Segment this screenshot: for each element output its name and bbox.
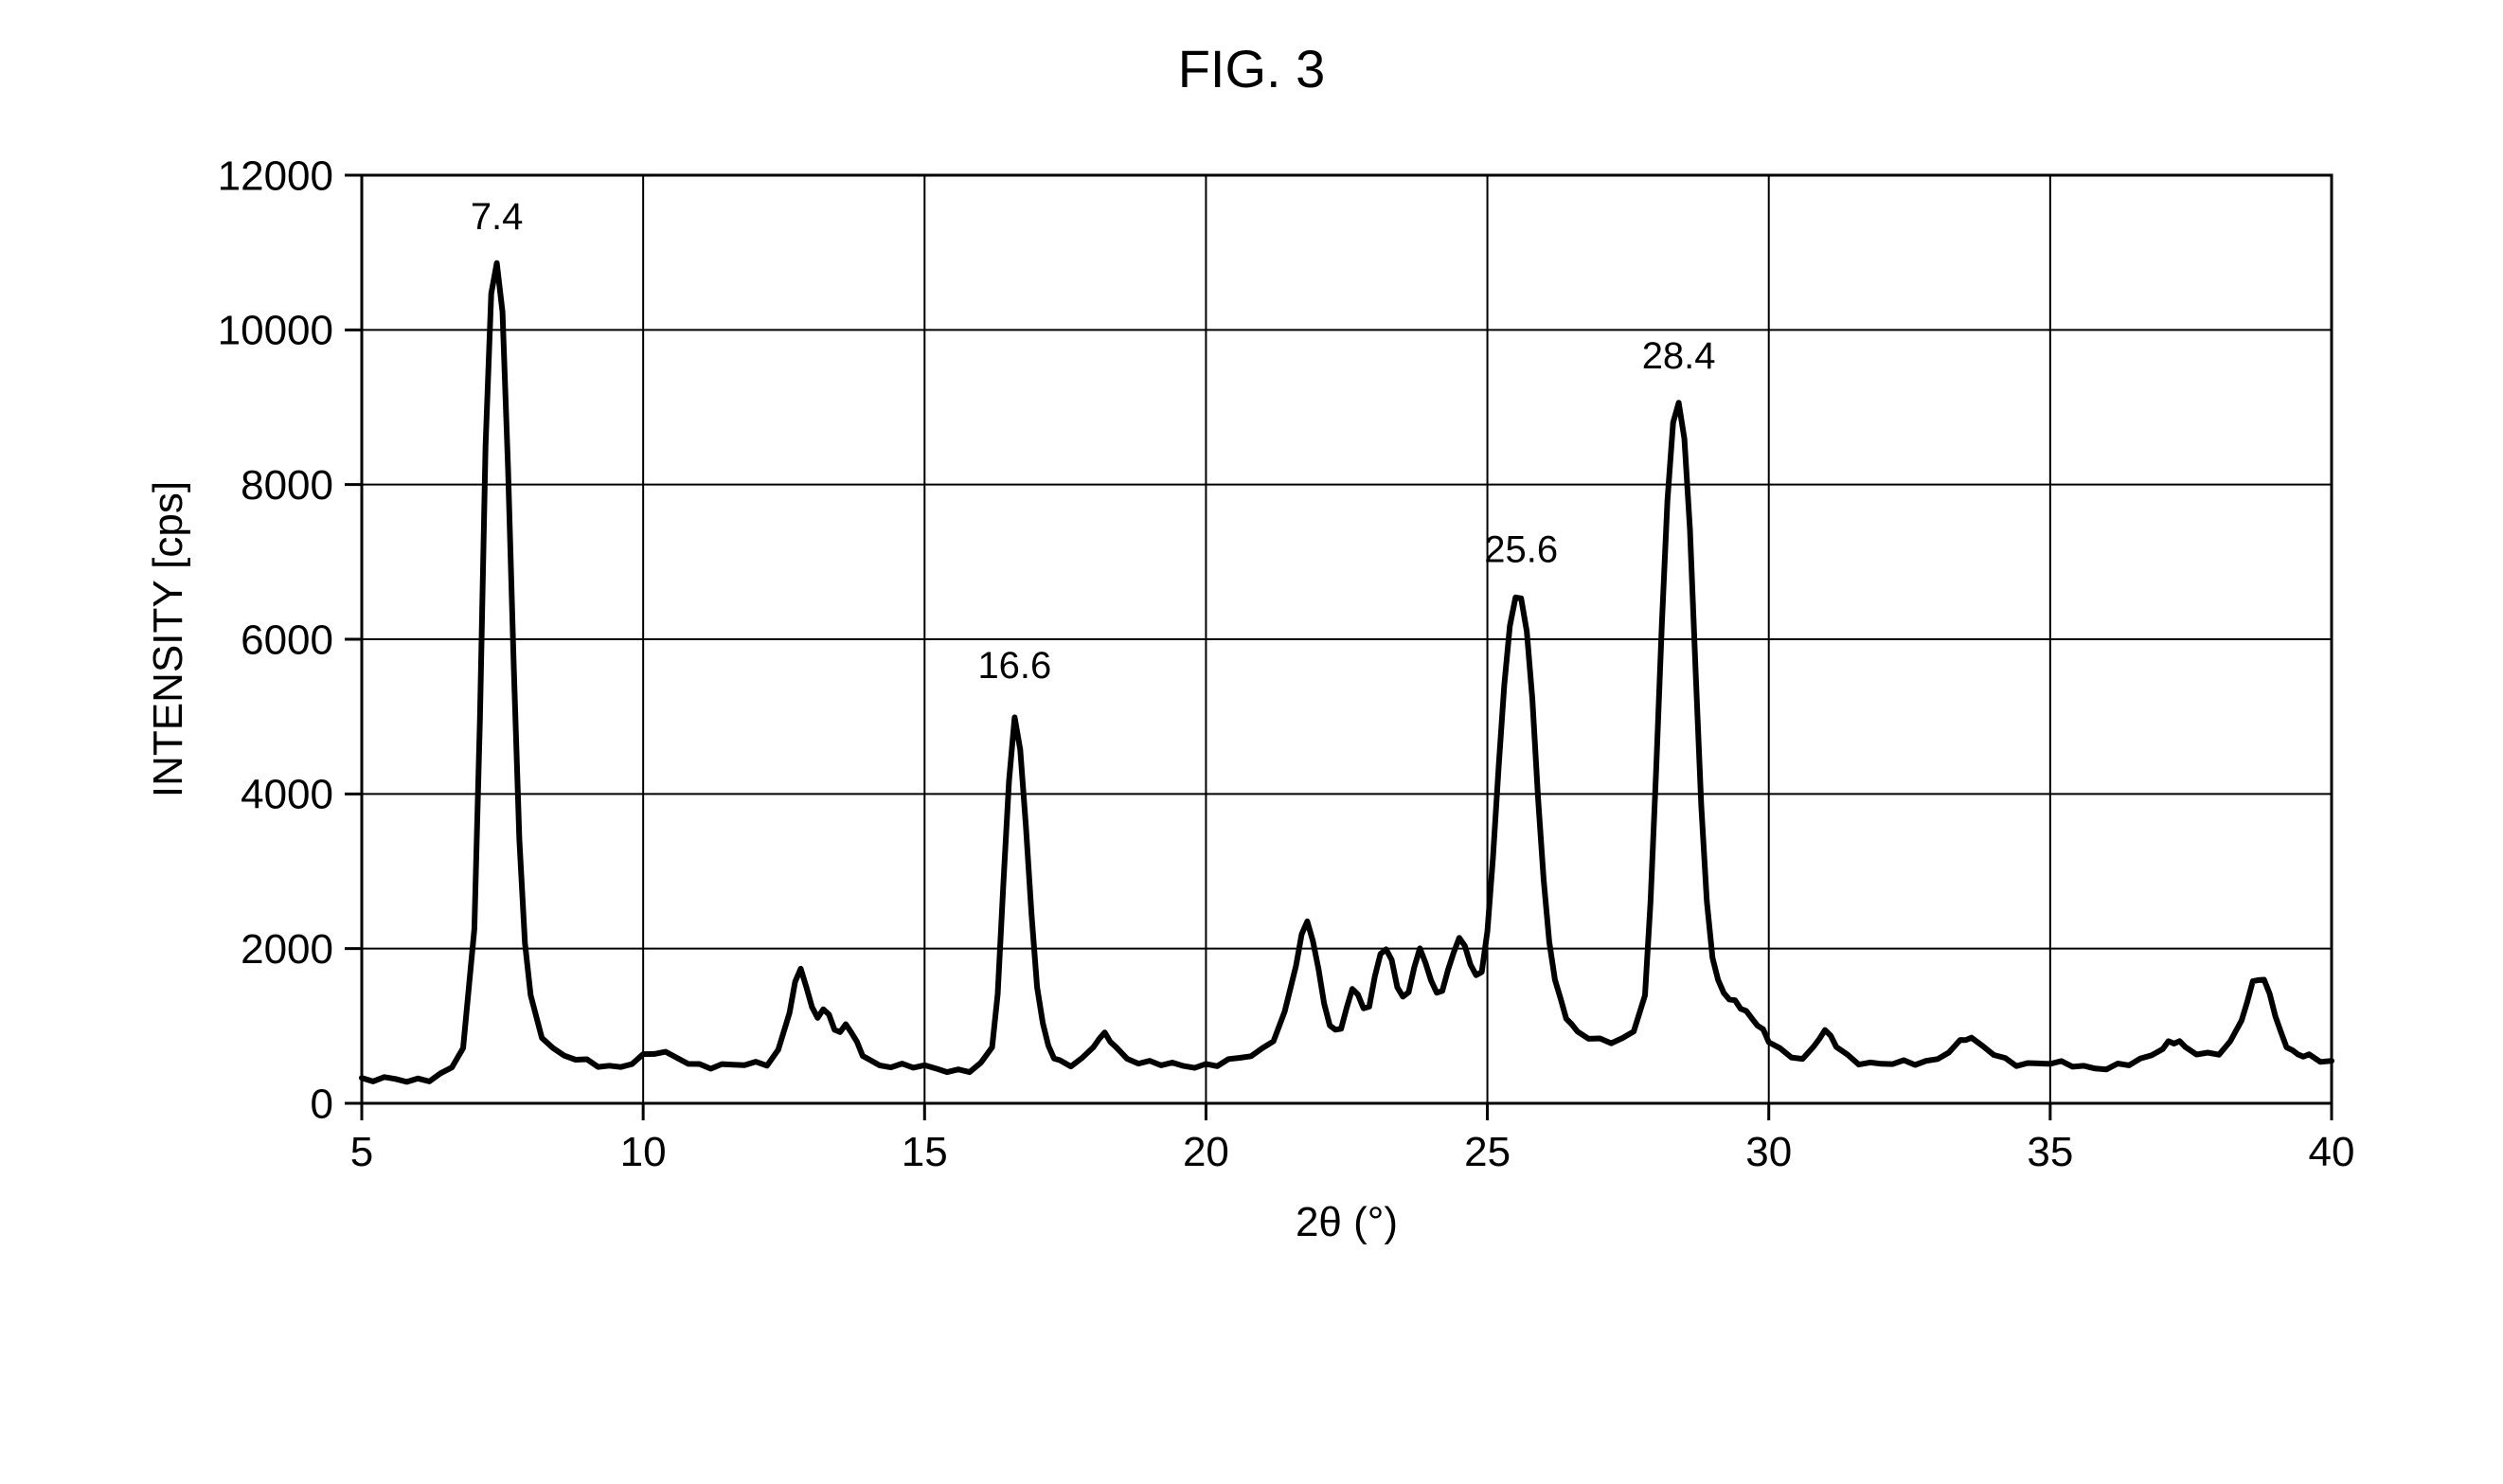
- svg-text:10: 10: [619, 1129, 666, 1175]
- xrd-chart: 5 10 15 20 25 30 35 40 0 2000 4000 6000 8000 10000 120…: [116, 137, 2388, 1274]
- svg-text:25.6: 25.6: [1484, 528, 1558, 570]
- svg-text:20: 20: [1182, 1129, 1228, 1175]
- svg-text:25: 25: [1464, 1129, 1511, 1175]
- svg-text:5: 5: [349, 1129, 372, 1175]
- svg-text:7.4: 7.4: [470, 196, 523, 238]
- svg-text:16.6: 16.6: [977, 645, 1051, 687]
- svg-text:15: 15: [901, 1129, 947, 1175]
- svg-text:INTENSITY [cps]: INTENSITY [cps]: [145, 481, 191, 797]
- svg-text:0: 0: [310, 1081, 332, 1127]
- svg-text:8000: 8000: [241, 462, 333, 509]
- svg-text:28.4: 28.4: [1641, 335, 1715, 377]
- figure-title: FIG. 3: [57, 38, 2446, 99]
- svg-text:2000: 2000: [241, 926, 333, 973]
- chart-svg: 5 10 15 20 25 30 35 40 0 2000 4000 6000 8000 10000 120…: [116, 137, 2388, 1274]
- svg-text:2θ (°): 2θ (°): [1295, 1199, 1397, 1245]
- svg-text:4000: 4000: [241, 772, 333, 818]
- svg-text:35: 35: [2027, 1129, 2073, 1175]
- svg-text:6000: 6000: [241, 617, 333, 663]
- svg-text:10000: 10000: [217, 308, 332, 354]
- svg-text:12000: 12000: [217, 152, 332, 199]
- svg-text:30: 30: [1745, 1129, 1792, 1175]
- svg-text:40: 40: [2308, 1129, 2354, 1175]
